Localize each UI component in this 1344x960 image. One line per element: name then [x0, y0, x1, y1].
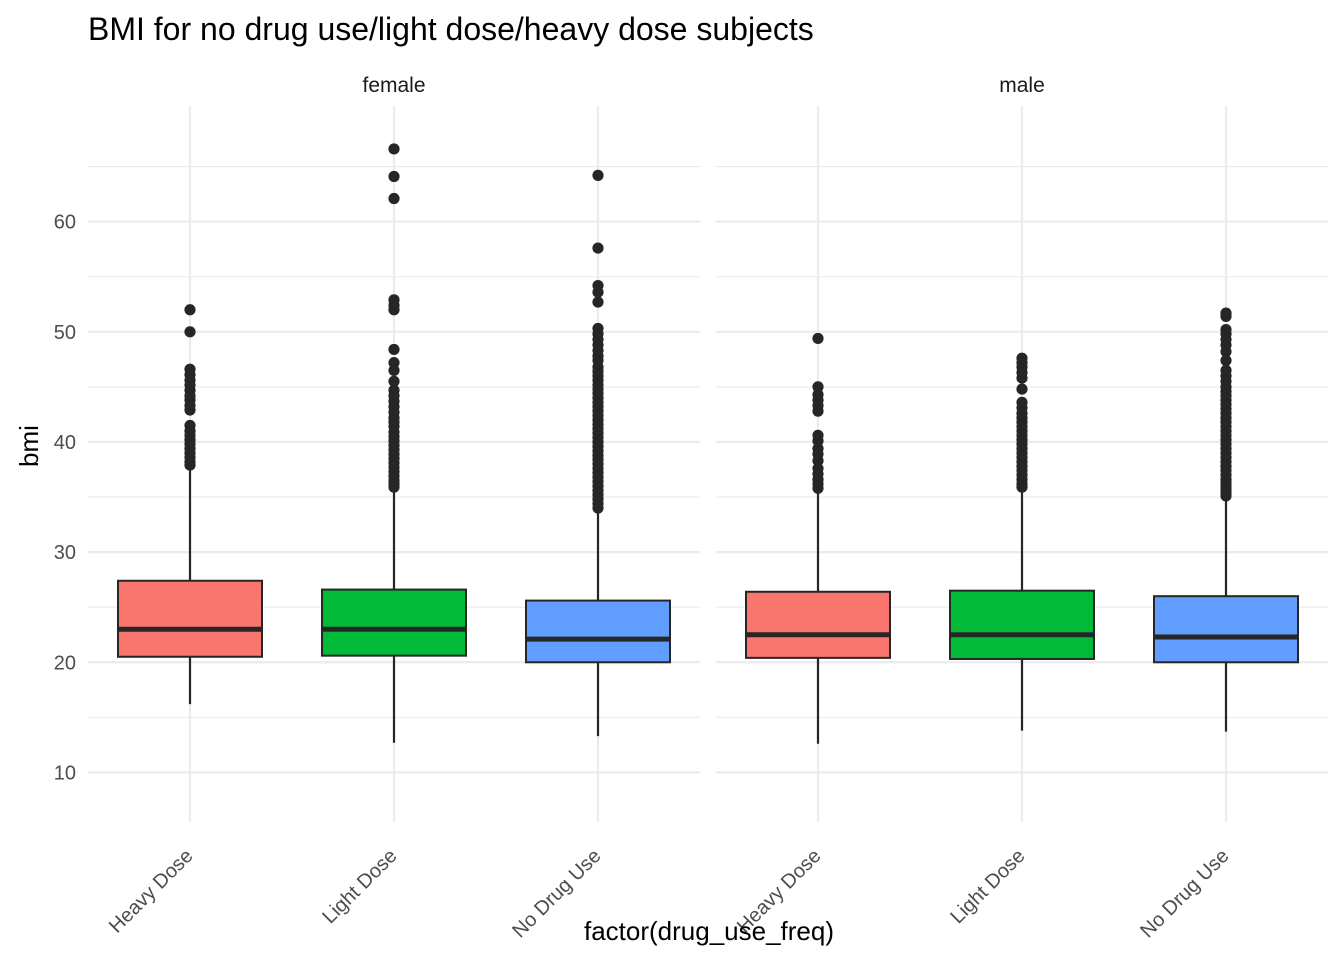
box-no-drug-use: [525, 169, 671, 737]
outlier-point: [1220, 364, 1232, 376]
y-tick-label: 40: [54, 432, 76, 454]
outlier-point: [812, 389, 824, 401]
outlier-point: [592, 279, 604, 292]
outlier-point: [812, 462, 824, 475]
box-iqr: [1153, 595, 1299, 664]
outlier-point: [812, 442, 824, 455]
box-light-dose: [321, 143, 467, 743]
outlier-point: [388, 375, 400, 387]
x-tick-label: Heavy Dose: [105, 845, 198, 938]
outlier-point: [388, 384, 400, 396]
box-heavy-dose: [745, 332, 891, 744]
facet-panels: female Heavy Dose Light Dose No Drug Use mal…: [88, 74, 1328, 942]
outlier-point: [184, 304, 196, 316]
outlier-point: [184, 326, 196, 338]
box-iqr: [745, 590, 891, 659]
box-iqr: [321, 588, 467, 657]
outlier-point: [1220, 307, 1232, 319]
box-light-dose: [949, 352, 1095, 731]
box-heavy-dose: [117, 304, 263, 705]
facet-strip-label: female: [362, 74, 425, 97]
x-axis-label: factor(drug_use_freq): [584, 916, 834, 946]
outlier-point: [812, 381, 824, 393]
x-tick-label: No Drug Use: [1136, 845, 1233, 942]
outlier-point: [812, 429, 824, 441]
outlier-point: [592, 296, 604, 308]
outlier-point: [592, 242, 604, 254]
outlier-point: [388, 170, 400, 183]
box-no-drug-use: [1153, 307, 1299, 732]
outlier-point: [184, 419, 196, 432]
x-tick-label: Light Dose: [318, 845, 401, 928]
outlier-point: [592, 322, 604, 335]
x-tick-label: Light Dose: [946, 845, 1029, 928]
outlier-point: [1016, 352, 1028, 364]
outlier-point: [388, 294, 400, 306]
outlier-point: [388, 192, 400, 205]
chart-title: BMI for no drug use/light dose/heavy dos…: [88, 11, 814, 47]
y-axis: 10 20 30 40 50 60: [54, 212, 76, 785]
outlier-point: [1016, 383, 1028, 395]
outlier-point: [1220, 324, 1232, 336]
outlier-point: [388, 143, 400, 155]
box-iqr: [117, 579, 263, 658]
y-tick-label: 30: [54, 542, 76, 564]
box-iqr: [525, 599, 671, 664]
outlier-point: [388, 357, 400, 369]
facet-strip-label: male: [999, 74, 1045, 97]
y-axis-label: bmi: [14, 425, 44, 467]
y-tick-label: 20: [54, 652, 76, 674]
box-iqr: [949, 589, 1095, 660]
outlier-point: [592, 169, 604, 181]
outlier-point: [388, 343, 400, 356]
y-tick-label: 50: [54, 322, 76, 344]
y-tick-label: 60: [54, 212, 76, 234]
y-tick-label: 10: [54, 762, 76, 784]
outlier-point: [388, 364, 400, 376]
outlier-point: [1220, 354, 1232, 367]
outlier-point: [1016, 396, 1028, 408]
outlier-point: [812, 332, 824, 345]
outlier-point: [184, 363, 196, 375]
